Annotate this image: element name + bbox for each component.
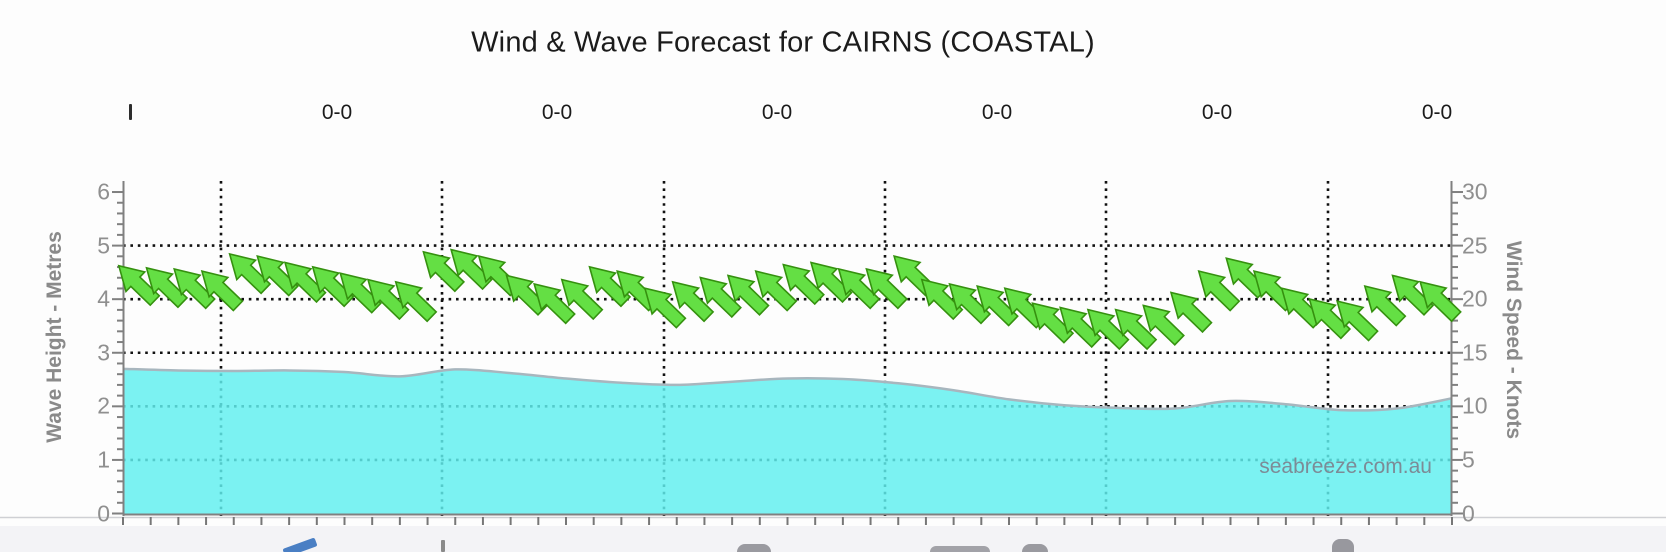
wind-arrow-icon — [643, 287, 687, 329]
clipped-icon-fragment — [1022, 544, 1048, 552]
clipped-icon-fragment — [737, 544, 771, 552]
wind-arrow-icon — [1169, 291, 1213, 334]
left-axis-tick-label: 1 — [97, 446, 110, 473]
wind-arrow-icon — [1059, 306, 1102, 349]
wind-arrow-icon — [200, 270, 244, 312]
top-axis-label: 0-0 — [1421, 101, 1453, 124]
left-axis-tick-label: 6 — [97, 178, 110, 205]
wind-arrow-icon — [1197, 270, 1241, 312]
wind-arrow-icon — [1335, 300, 1379, 342]
left-axis-tick-label: 4 — [97, 285, 110, 312]
wind-arrow-icon — [533, 282, 576, 325]
right-axis-tick-label: 10 — [1462, 392, 1488, 419]
wind-arrow-icon — [145, 266, 189, 309]
wind-arrow-icon — [1363, 285, 1407, 327]
wind-arrow-icon — [976, 285, 1019, 327]
left-axis-tick-label: 3 — [97, 339, 110, 366]
clipped-icon-fragment — [441, 540, 445, 552]
right-axis-tick-label: 15 — [1462, 339, 1488, 366]
clipped-icon-fragment — [1332, 539, 1354, 552]
wind-arrow-icon — [117, 264, 161, 307]
top-axis-label: 0-0 — [981, 101, 1013, 124]
left-axis-title: Wave Height - Metres — [43, 231, 66, 443]
left-axis-tick-label: 0 — [97, 500, 110, 526]
wave-height-area — [123, 368, 1452, 514]
top-axis-label: 0-0 — [1201, 101, 1233, 124]
wind-arrow-icon — [837, 267, 881, 310]
wind-arrow-icon — [699, 276, 742, 319]
wind-arrow-icon — [1114, 308, 1158, 351]
top-axis-label: 0-0 — [761, 101, 793, 124]
clipped-top-label — [129, 104, 132, 120]
bottom-strip — [0, 526, 1666, 552]
wind-arrow-icon — [366, 278, 410, 321]
wind-arrow-icon — [1086, 308, 1130, 351]
top-axis-label: 0-0 — [321, 101, 353, 124]
wind-arrow-icon — [560, 278, 604, 321]
wind-arrow-icon — [422, 250, 466, 293]
right-axis-tick-label: 5 — [1462, 446, 1475, 473]
wind-arrow-icon — [1142, 304, 1185, 346]
wind-arrow-icon — [671, 280, 715, 323]
wind-arrow-icon — [948, 282, 992, 325]
wind-arrow-icon — [1419, 280, 1462, 323]
left-axis-tick-label: 5 — [97, 232, 110, 259]
right-axis-tick-label: 30 — [1462, 178, 1488, 205]
wind-arrow-icon — [865, 267, 909, 310]
chart-title: Wind & Wave Forecast for CAIRNS (COASTAL… — [471, 26, 1095, 59]
wind-arrow-icon — [228, 252, 272, 295]
right-axis-tick-label: 25 — [1462, 232, 1488, 259]
right-axis-tick-label: 20 — [1462, 285, 1488, 312]
wind-arrow-icon — [394, 280, 438, 323]
wind-arrow-icon — [173, 267, 216, 310]
left-axis-tick-label: 2 — [97, 392, 110, 419]
right-axis-title: Wind Speed - Knots — [1502, 240, 1525, 440]
watermark-text: seabreeze.com.au — [1259, 455, 1432, 478]
right-axis-tick-label: 0 — [1462, 500, 1475, 526]
wind-arrow-icon — [726, 274, 770, 316]
wind-arrow-icon — [754, 270, 798, 312]
wind-arrow-icon — [782, 263, 825, 306]
wave-height-line — [122, 367, 1453, 412]
clipped-icon-fragment — [930, 546, 990, 552]
wind-arrow-icon — [1308, 297, 1352, 340]
top-axis-label: 0-0 — [541, 101, 573, 124]
